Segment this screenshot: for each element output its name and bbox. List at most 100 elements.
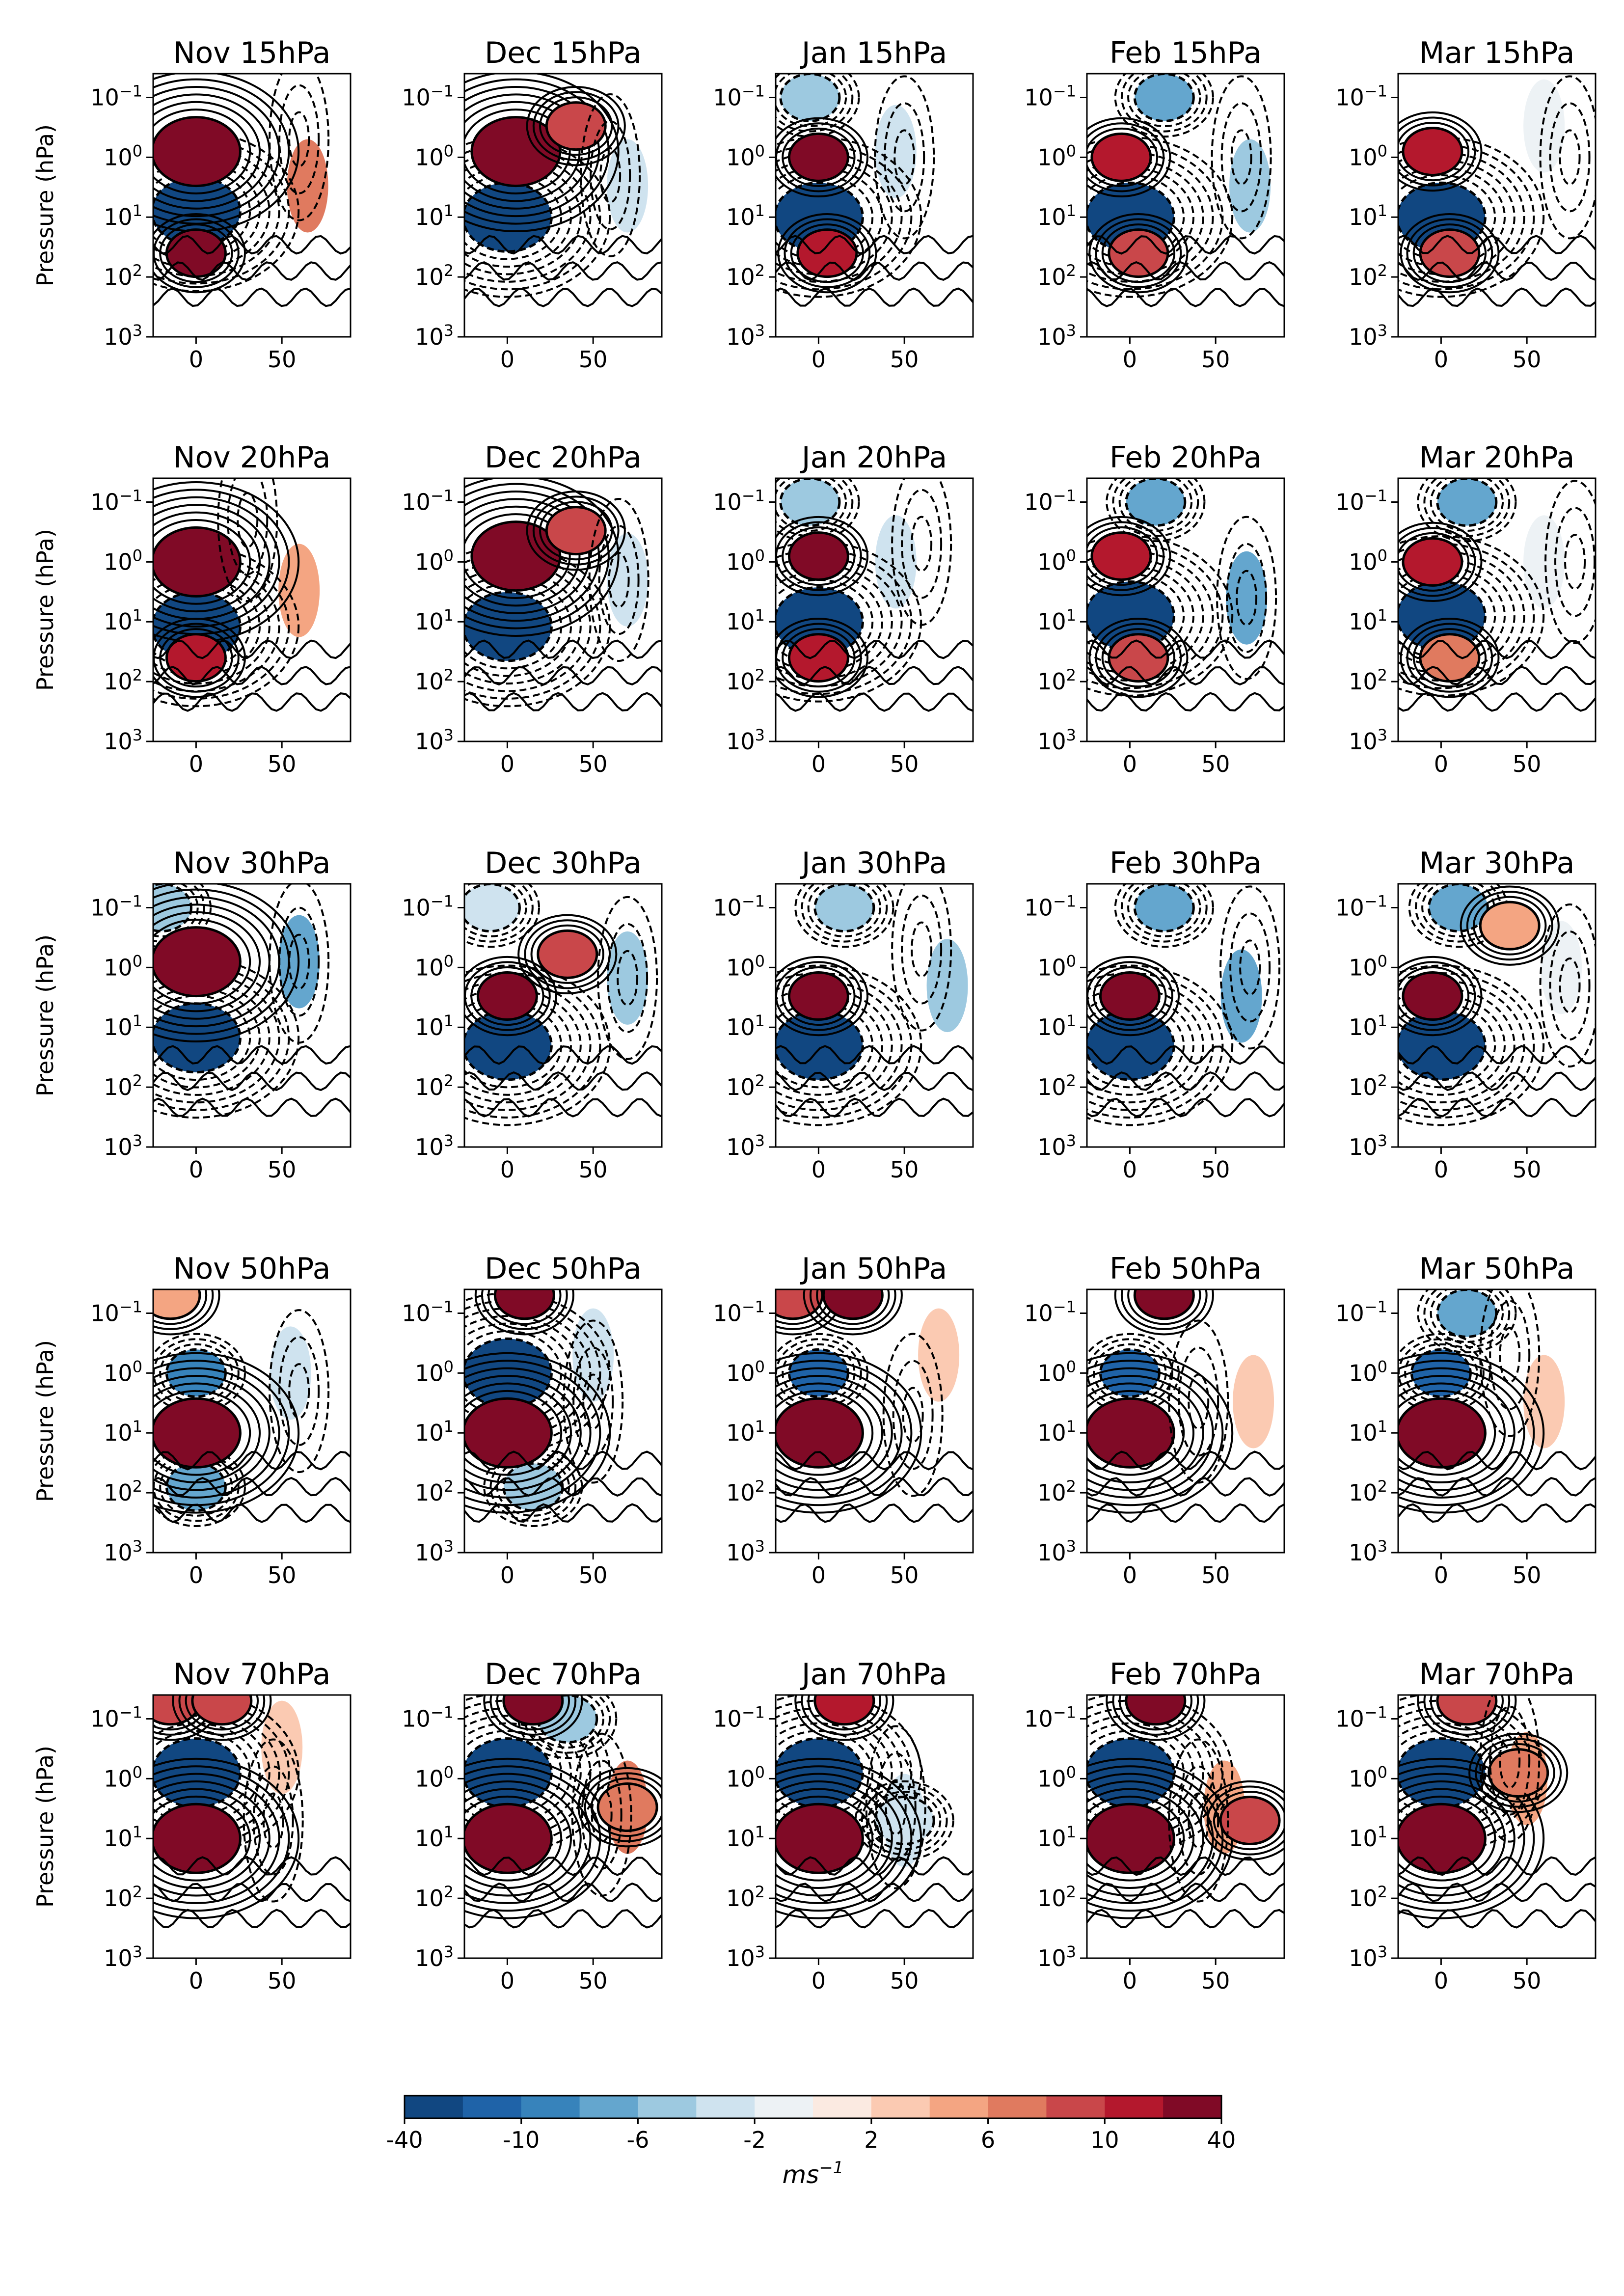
westerly-core bbox=[165, 228, 227, 278]
y-tick-label: 103 bbox=[1349, 1942, 1387, 1971]
y-tick-label: 101 bbox=[1349, 1417, 1387, 1446]
y-tick-label: 10−1 bbox=[1335, 82, 1387, 110]
background-contour bbox=[464, 235, 662, 255]
positive-contour bbox=[1406, 623, 1493, 693]
x-tick-label: 50 bbox=[268, 1156, 297, 1183]
axes-frame bbox=[463, 1288, 663, 1554]
y-tick-label: 102 bbox=[1037, 1477, 1076, 1506]
positive-contour bbox=[1398, 122, 1470, 182]
positive-contour bbox=[782, 127, 856, 187]
negative-contour bbox=[464, 1002, 563, 1089]
positive-contour bbox=[464, 78, 610, 225]
colorbar-segment bbox=[1046, 2096, 1105, 2118]
background-contour bbox=[1087, 261, 1284, 281]
positive-contour bbox=[1095, 218, 1182, 288]
negative-contour bbox=[1087, 174, 1185, 260]
weak-anomaly bbox=[1226, 551, 1268, 645]
y-tick-label: 103 bbox=[415, 726, 454, 755]
y-tick-label: 102 bbox=[1349, 1883, 1387, 1912]
y-tick-label: 10−1 bbox=[402, 892, 454, 921]
weak-anomaly bbox=[270, 1326, 311, 1420]
positive-contour bbox=[1398, 527, 1476, 597]
remote-contour bbox=[269, 884, 330, 1044]
background-contour bbox=[1398, 1477, 1596, 1497]
westerly-core bbox=[1219, 1796, 1281, 1846]
westerly-core bbox=[1402, 127, 1463, 177]
positive-contour bbox=[1398, 1367, 1525, 1499]
background-contour bbox=[776, 692, 973, 712]
y-tick-label: 101 bbox=[415, 201, 454, 230]
axes-frame bbox=[152, 73, 352, 338]
westerly-core bbox=[1087, 1803, 1175, 1874]
positive-contour bbox=[464, 1367, 592, 1499]
background-contour bbox=[1087, 692, 1284, 712]
remote-contour bbox=[1559, 957, 1581, 1014]
positive-contour bbox=[1087, 1788, 1194, 1889]
westerly-core bbox=[493, 1289, 555, 1320]
background-contour bbox=[776, 1045, 973, 1065]
colorbar-tick-label: 10 bbox=[1090, 2127, 1119, 2153]
positive-contour bbox=[1398, 1773, 1525, 1904]
y-tick-label: 101 bbox=[726, 201, 765, 230]
background-contour bbox=[1398, 1856, 1596, 1876]
remote-contour bbox=[1559, 129, 1581, 186]
remote-contour bbox=[590, 120, 631, 231]
y-tick-label: 102 bbox=[415, 1883, 454, 1912]
remote-contour bbox=[288, 1363, 310, 1420]
weak-anomaly bbox=[1523, 79, 1565, 173]
positive-contour bbox=[1087, 516, 1171, 597]
panel-feb-15hpa: Feb 15hPa 0 50 10−1 100 101 102 103 bbox=[1024, 36, 1285, 373]
axes-frame bbox=[1086, 1288, 1285, 1554]
westerly-core bbox=[545, 506, 607, 556]
x-tick-label: 0 bbox=[1123, 1562, 1137, 1588]
y-tick-label: 102 bbox=[104, 1883, 142, 1912]
x-tick-label: 0 bbox=[189, 751, 203, 777]
y-tick-label: 100 bbox=[1037, 1357, 1076, 1386]
remote-contour bbox=[288, 933, 310, 990]
panel-feb-30hpa: Feb 30hPa 0 50 10−1 100 101 102 103 bbox=[1024, 846, 1285, 1183]
background-contour bbox=[464, 1882, 662, 1902]
y-axis-label: Pressure (hPa) bbox=[32, 124, 58, 286]
easterly-core bbox=[1398, 1010, 1487, 1081]
negative-contour bbox=[776, 964, 922, 1126]
westerly-core bbox=[464, 1397, 553, 1469]
y-tick-label: 100 bbox=[726, 546, 765, 575]
background-contour bbox=[1087, 1071, 1284, 1091]
remote-contour bbox=[1499, 1327, 1521, 1383]
easterly-core bbox=[464, 1737, 553, 1809]
positive-contour bbox=[464, 956, 557, 1037]
negative-contour bbox=[1087, 1730, 1185, 1816]
remote-contour bbox=[563, 1319, 624, 1484]
colorbar-tick-label: -2 bbox=[743, 2127, 766, 2153]
panel-feb-20hpa: Feb 20hPa 0 50 10−1 100 101 102 103 bbox=[1024, 440, 1285, 777]
positive-contour bbox=[474, 1289, 574, 1336]
y-tick-label: 100 bbox=[1037, 141, 1076, 170]
y-tick-label: 103 bbox=[1349, 726, 1387, 755]
y-tick-label: 103 bbox=[1349, 1131, 1387, 1160]
y-tick-label: 102 bbox=[104, 261, 142, 290]
y-tick-label: 10−1 bbox=[1335, 486, 1387, 515]
panel-title: Dec 50hPa bbox=[485, 1252, 642, 1286]
colorbar-tick-label: -40 bbox=[386, 2127, 423, 2153]
remote-contour bbox=[1499, 1732, 1521, 1789]
positive-contour bbox=[539, 96, 613, 156]
background-contour bbox=[776, 1856, 973, 1876]
positive-contour bbox=[1460, 885, 1560, 966]
y-tick-label: 10−1 bbox=[1335, 1297, 1387, 1326]
positive-contour bbox=[1114, 1289, 1214, 1336]
westerly-core bbox=[476, 971, 538, 1021]
negative-contour bbox=[776, 1730, 874, 1816]
axes-frame bbox=[1397, 477, 1597, 742]
y-tick-label: 102 bbox=[415, 261, 454, 290]
positive-contour bbox=[153, 1289, 220, 1336]
y-tick-label: 10−1 bbox=[402, 486, 454, 515]
y-tick-label: 10−1 bbox=[1335, 1703, 1387, 1732]
westerly-core bbox=[464, 1803, 553, 1874]
y-tick-label: 10−1 bbox=[1335, 892, 1387, 921]
positive-contour bbox=[172, 1695, 272, 1741]
x-tick-label: 50 bbox=[579, 1968, 608, 1994]
remote-contour bbox=[572, 1346, 614, 1457]
background-contour bbox=[153, 1045, 351, 1065]
positive-contour bbox=[816, 1289, 890, 1325]
